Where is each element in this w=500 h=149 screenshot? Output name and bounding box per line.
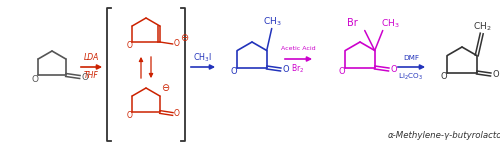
Text: DMF: DMF bbox=[403, 55, 419, 61]
Text: O: O bbox=[282, 65, 289, 74]
Text: O: O bbox=[32, 74, 38, 83]
Text: CH$_2$: CH$_2$ bbox=[474, 20, 492, 33]
Text: α-Methylene-γ-butyrolactone: α-Methylene-γ-butyrolactone bbox=[388, 132, 500, 141]
Text: O: O bbox=[174, 110, 180, 118]
Text: O: O bbox=[126, 42, 132, 51]
Text: O: O bbox=[174, 39, 180, 49]
Text: O: O bbox=[339, 67, 345, 76]
Text: Br: Br bbox=[348, 18, 358, 28]
Text: CH$_3$: CH$_3$ bbox=[382, 17, 400, 30]
Text: O: O bbox=[390, 65, 397, 74]
Text: CH$_3$I: CH$_3$I bbox=[194, 52, 212, 64]
Text: Acetic Acid: Acetic Acid bbox=[280, 46, 316, 52]
Text: ⊖: ⊖ bbox=[180, 33, 188, 43]
Text: ⊖: ⊖ bbox=[161, 83, 169, 93]
Text: THF: THF bbox=[84, 72, 98, 80]
Text: O: O bbox=[82, 73, 88, 82]
Text: O: O bbox=[126, 111, 132, 121]
Text: LDA: LDA bbox=[84, 53, 98, 62]
Text: CH$_3$: CH$_3$ bbox=[264, 15, 282, 28]
Text: O: O bbox=[441, 72, 448, 81]
Text: Br$_2$: Br$_2$ bbox=[292, 63, 304, 75]
Text: O: O bbox=[231, 67, 237, 76]
Text: Li$_2$CO$_3$: Li$_2$CO$_3$ bbox=[398, 72, 423, 82]
Text: O: O bbox=[492, 70, 499, 79]
